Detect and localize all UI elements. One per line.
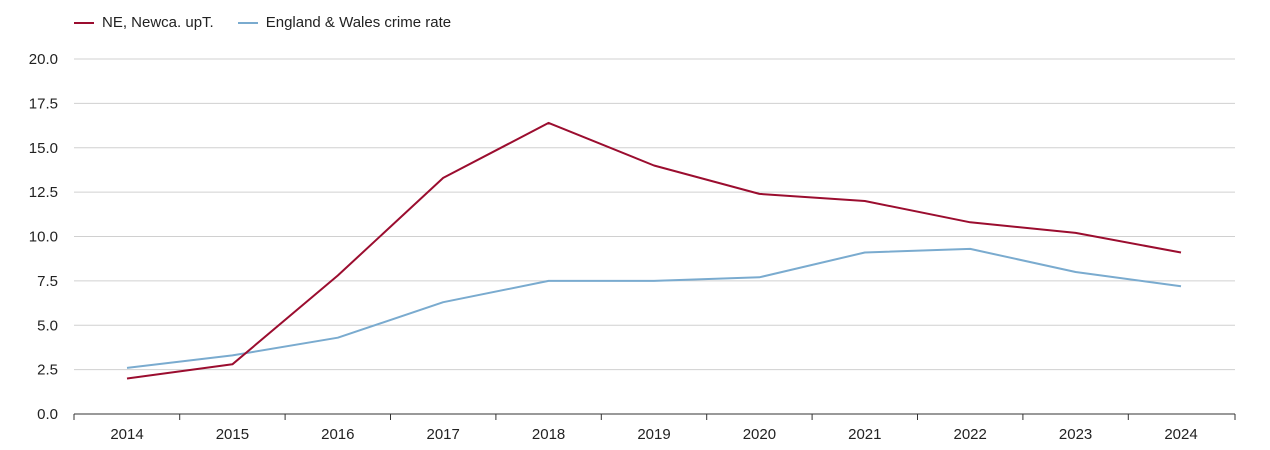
grid [74,58,1235,415]
legend: NE, Newca. upT. England & Wales crime ra… [74,14,451,31]
x-tick-label: 2023 [1059,426,1092,443]
y-tick-label: 15.0 [29,140,58,157]
legend-label-series-1: NE, Newca. upT. [102,14,214,31]
legend-item-series-1[interactable]: NE, Newca. upT. [74,14,214,31]
y-tick-label: 5.0 [37,317,58,334]
series-line-1 [126,121,1182,380]
x-tick-label: 2019 [637,426,670,443]
x-tick-label: 2016 [321,426,354,443]
series-lines [126,121,1182,380]
legend-label-series-2: England & Wales crime rate [265,14,452,31]
y-tick-label: 2.5 [37,362,58,379]
y-tick-label: 10.0 [29,229,58,246]
x-tick-label: 2014 [110,426,143,443]
x-tick-label: 2015 [216,426,249,443]
y-tick-label: 12.5 [29,184,58,201]
legend-swatch-series-1 [74,21,94,24]
x-tick-label: 2018 [532,426,565,443]
series-line-2 [126,247,1182,369]
x-tick-label: 2021 [848,426,881,443]
y-tick-label: 0.0 [37,406,58,423]
y-axis-ticks: 0.0 2.5 5.0 7.5 10.0 12.5 15.0 17.5 20.0 [29,51,58,423]
y-tick-label: 7.5 [37,273,58,290]
legend-item-series-2[interactable]: England & Wales crime rate [237,14,452,31]
y-tick-label: 20.0 [29,51,58,68]
x-tick-label: 2024 [1164,426,1197,443]
x-tick-label: 2020 [743,426,776,443]
legend-swatch-series-2 [237,21,258,24]
x-tick-label: 2017 [427,426,460,443]
x-axis-ticks: 2014 2015 2016 2017 2018 2019 2020 2021 2022 2023… [73,414,1236,443]
x-tick-label: 2022 [954,426,987,443]
y-tick-label: 17.5 [29,95,58,112]
